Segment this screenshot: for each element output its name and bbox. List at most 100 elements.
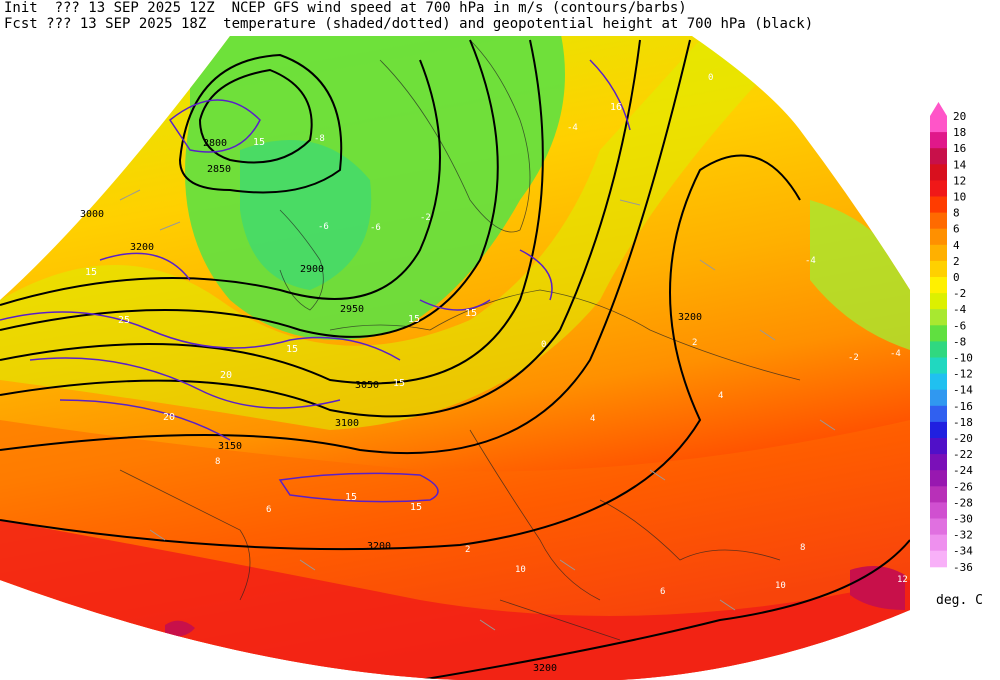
temp-label: 0 — [541, 340, 546, 350]
height-label: 2800 — [203, 138, 227, 149]
wind-contours — [0, 59, 631, 503]
temp-label: 10 — [515, 565, 526, 575]
wind-label: 25 — [118, 315, 130, 326]
colorbar-tick-label: -12 — [953, 368, 973, 381]
colorbar-swatch — [930, 518, 947, 536]
wind-label: 15 — [253, 137, 265, 148]
colorbar-swatch — [930, 389, 947, 407]
wind-label: 20 — [163, 412, 175, 423]
wind-label: 15 — [286, 344, 298, 355]
colorbar-swatch — [930, 550, 947, 568]
header-init-line: Init ??? 13 SEP 2025 12Z NCEP GFS wind s… — [4, 0, 687, 16]
temp-label: 8 — [215, 457, 220, 467]
wind-label: 15 — [393, 378, 405, 389]
wind-label: 20 — [220, 370, 232, 381]
colorbar-tick-label: -10 — [953, 352, 973, 365]
colorbar-tick-label: 0 — [953, 271, 960, 284]
temp-label: -4 — [890, 349, 901, 359]
colorbar-swatch — [930, 277, 947, 294]
colorbar-tick-label: 10 — [953, 191, 966, 204]
colorbar-unit-label: deg. C — [936, 593, 983, 608]
colorbar-tick-label: -4 — [953, 303, 967, 316]
temp-label: 2 — [692, 338, 697, 348]
wind-label: 15 — [85, 267, 97, 278]
temp-label: 10 — [775, 581, 786, 591]
colorbar-swatch — [930, 309, 947, 326]
temp-label: -4 — [567, 123, 578, 133]
wind-barbs — [119, 189, 836, 631]
colorbar-tick-label: -6 — [953, 319, 966, 332]
height-label: 3200 — [533, 663, 557, 674]
colorbar-tick-label: 16 — [953, 142, 966, 155]
temp-label: 4 — [718, 391, 723, 401]
colorbar-tick-label: -34 — [953, 545, 973, 558]
colorbar-tick-label: -20 — [953, 432, 973, 445]
wind-labels: 15 15 15 20 20 25 15 15 15 15 15 16 — [85, 102, 622, 513]
wind-label: 15 — [408, 314, 420, 325]
colorbar-swatch — [930, 486, 947, 503]
map-shading — [0, 36, 910, 680]
temp-label: -4 — [805, 256, 816, 266]
height-label: 3200 — [678, 312, 702, 323]
colorbar-tick-label: -24 — [953, 464, 973, 477]
colorbar-swatch — [930, 260, 947, 278]
colorbar-swatch — [930, 502, 947, 519]
colorbar-swatch — [930, 164, 947, 181]
colorbar-tick-label: 2 — [953, 255, 960, 268]
wind-label: 16 — [610, 102, 622, 113]
colorbar-swatch — [930, 293, 947, 310]
height-label: 2900 — [300, 264, 324, 275]
colorbar-tick-label: -2 — [953, 287, 966, 300]
wind-label: 15 — [410, 502, 422, 513]
temp-label: -2 — [420, 213, 431, 223]
height-contours — [0, 39, 910, 680]
height-label: 3200 — [367, 541, 391, 552]
temp-label: -6 — [370, 223, 381, 233]
colorbar-tick-label: -14 — [953, 384, 973, 397]
colorbar-tick-label: 14 — [953, 158, 967, 171]
colorbar-top-arrow — [930, 102, 947, 116]
colorbar-swatch — [930, 373, 947, 391]
colorbar-swatch — [930, 244, 947, 262]
height-label: 2950 — [340, 304, 364, 315]
colorbar-swatch — [930, 212, 947, 230]
temp-label: 8 — [800, 543, 805, 553]
temp-label: 4 — [590, 414, 595, 424]
colorbar-tick-label: 12 — [953, 174, 966, 187]
colorbar-swatch — [930, 132, 947, 149]
colorbar-tick-label: -30 — [953, 513, 973, 526]
temp-label: 12 — [897, 575, 908, 585]
colorbar-tick-label: -28 — [953, 496, 973, 509]
height-label: 3100 — [335, 418, 359, 429]
colorbar-swatch — [930, 325, 947, 342]
wind-label: 15 — [465, 308, 477, 319]
temp-label: 6 — [660, 587, 665, 597]
temp-label: -6 — [318, 222, 329, 232]
temp-label: -2 — [848, 353, 859, 363]
colorbar-swatch — [930, 341, 947, 358]
colorbar-tick-label: 20 — [953, 110, 966, 123]
colorbar-tick-label: 8 — [953, 207, 960, 220]
temperature-labels: -6 -4 -2 0 2 4 6 8 10 12 -6 -4 -2 0 2 4 … — [215, 73, 908, 597]
colorbar-swatch — [930, 438, 947, 455]
temp-label: 0 — [708, 73, 713, 83]
temp-label: -8 — [314, 134, 325, 144]
height-labels: 2800 2850 2900 2950 3000 3050 3100 3150 … — [80, 138, 702, 674]
height-label: 3150 — [218, 441, 242, 452]
colorbar-tick-label: 18 — [953, 126, 966, 139]
coastlines — [119, 39, 801, 641]
colorbar-tick-label: 4 — [953, 239, 960, 252]
height-label: 3050 — [355, 380, 379, 391]
colorbar-swatch — [930, 470, 947, 487]
height-label: 3200 — [130, 242, 154, 253]
colorbar-swatch — [930, 454, 947, 471]
colorbar-tick-label: -18 — [953, 416, 973, 429]
colorbar-swatch — [930, 405, 947, 423]
temp-label: 2 — [465, 545, 470, 555]
colorbar-tick-label: -22 — [953, 448, 973, 461]
colorbar-swatch — [930, 148, 947, 165]
colorbar-swatch — [930, 116, 947, 133]
colorbar-tick-label: 6 — [953, 223, 960, 236]
